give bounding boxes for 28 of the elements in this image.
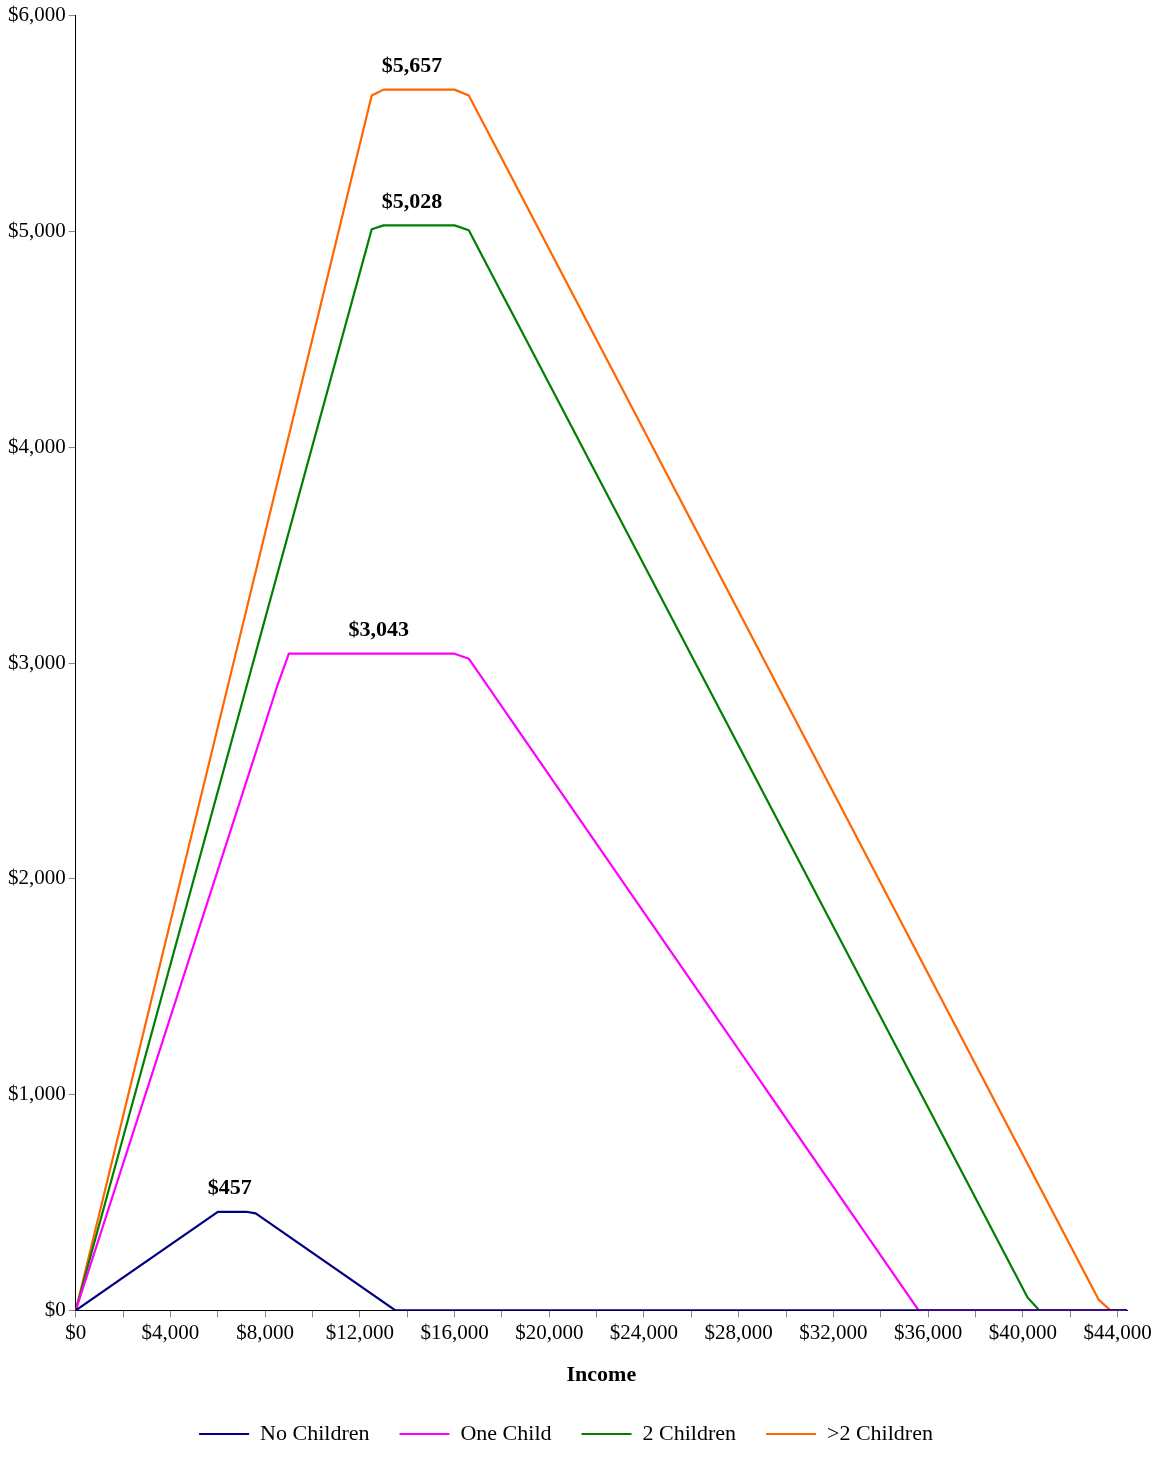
legend-label: >2 Children	[827, 1419, 933, 1445]
annotation: $457	[207, 1174, 252, 1200]
legend-label: No Children	[260, 1419, 370, 1445]
legend-label: 2 Children	[642, 1419, 737, 1445]
annotation: $3,043	[348, 616, 410, 642]
legend-label: One Child	[460, 1419, 552, 1445]
y-tick-label: $4,000	[8, 433, 66, 458]
x-tick-label: $4,000	[141, 1319, 200, 1344]
x-tick-label: $36,000	[893, 1319, 963, 1344]
annotation: $5,028	[381, 188, 443, 214]
y-tick-label: $1,000	[8, 1081, 66, 1106]
y-tick-label: $0	[44, 1296, 66, 1321]
x-tick-label: $8,000	[236, 1319, 295, 1344]
y-tick-label: $3,000	[8, 649, 66, 674]
x-tick-label: $20,000	[515, 1319, 584, 1344]
x-tick-label: $24,000	[609, 1319, 679, 1344]
x-tick-label: $0	[65, 1319, 87, 1344]
x-tick-label: $32,000	[799, 1319, 868, 1344]
y-tick-label: $6,000	[8, 2, 66, 27]
y-tick-label: $5,000	[8, 217, 66, 242]
x-axis-title: Income	[566, 1361, 637, 1387]
x-tick-label: $16,000	[420, 1319, 489, 1344]
x-tick-label: $44,000	[1083, 1319, 1152, 1344]
annotation: $5,657	[381, 52, 443, 78]
x-tick-label: $40,000	[988, 1319, 1057, 1344]
x-tick-label: $28,000	[704, 1319, 773, 1344]
y-tick-label: $2,000	[8, 865, 66, 890]
x-tick-label: $12,000	[325, 1319, 394, 1344]
